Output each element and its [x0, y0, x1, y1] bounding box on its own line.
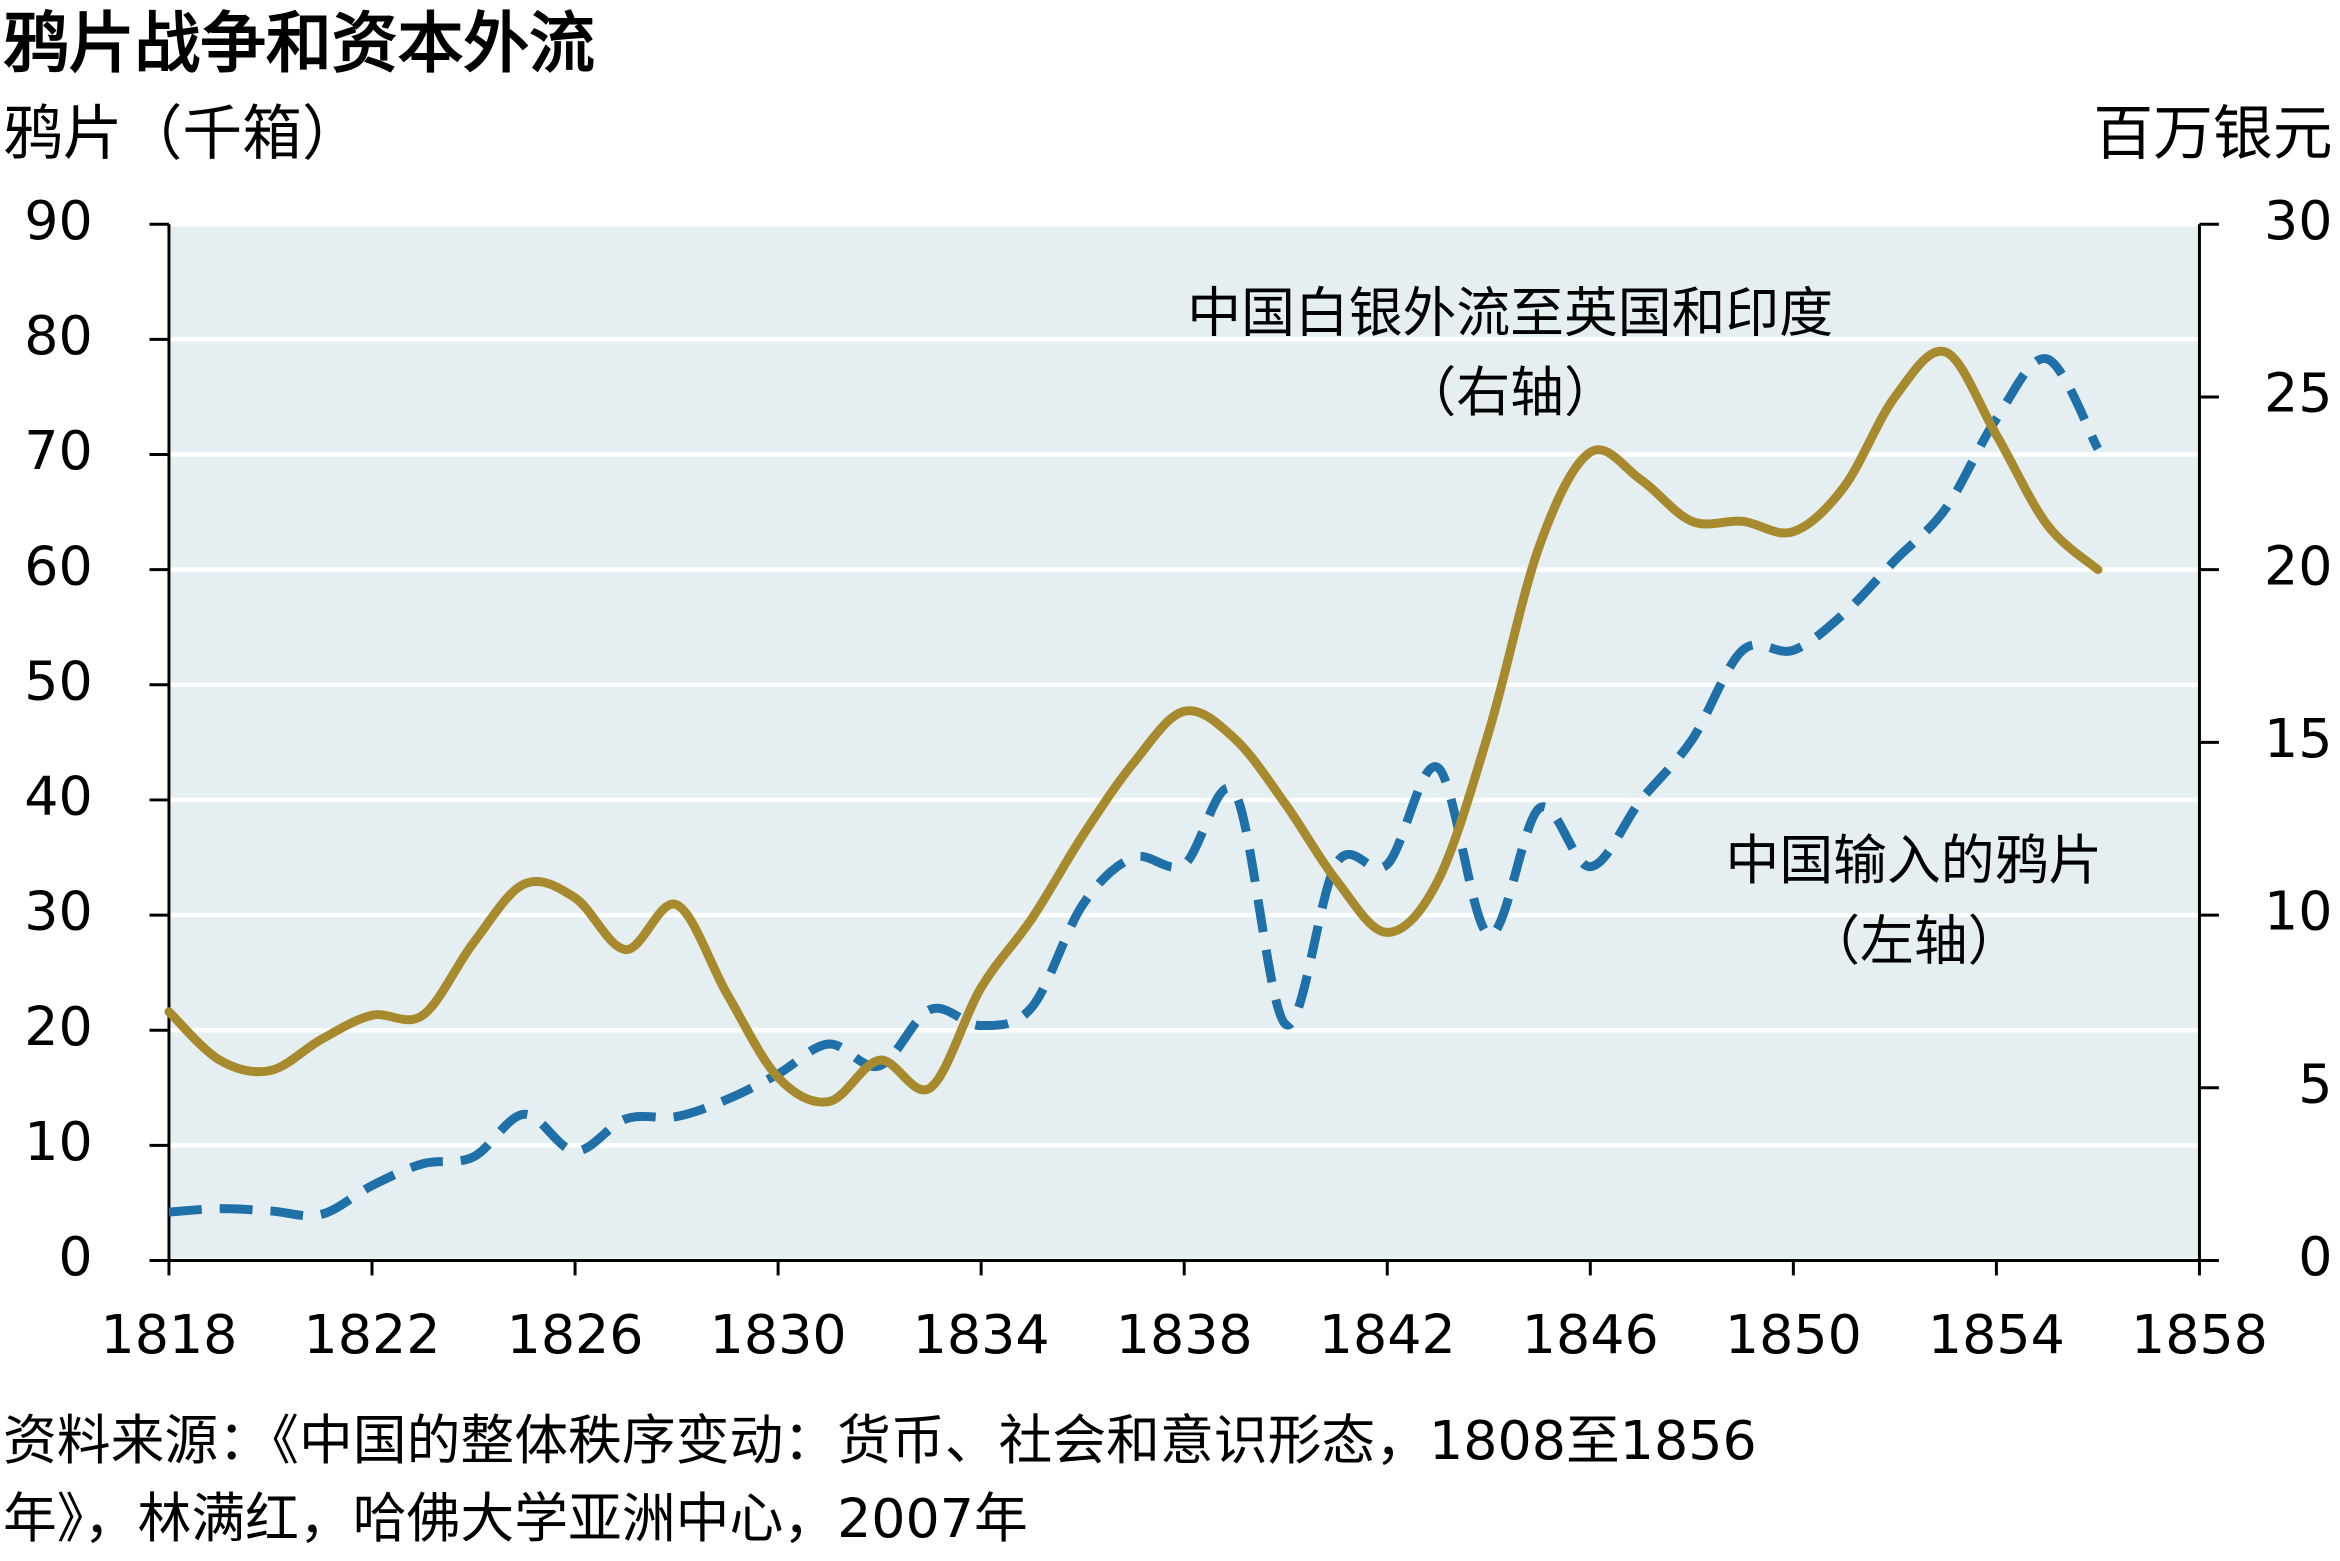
- y2-tick-label: 10: [2264, 880, 2332, 943]
- y-tick-label: 40: [24, 765, 92, 828]
- y-tick-label: 70: [24, 419, 92, 482]
- x-tick-label: 1842: [1319, 1303, 1456, 1366]
- y2-axis-label: 百万银元: [2093, 99, 2332, 169]
- y-tick-label: 90: [24, 189, 92, 252]
- x-tick-label: 1834: [913, 1303, 1050, 1366]
- x-tick-label: 1846: [1522, 1303, 1659, 1366]
- source-line: 资料来源：《中国的整体秩序变动：货币、社会和意识形态，1808至1856: [3, 1409, 1757, 1472]
- plot-area: [168, 224, 2200, 1261]
- y2-tick-label: 5: [2298, 1052, 2332, 1115]
- x-tick-label: 1838: [1116, 1303, 1253, 1366]
- y-tick-label: 10: [24, 1110, 92, 1173]
- source-line: 年》，林满红，哈佛大学亚洲中心，2007年: [3, 1487, 1028, 1550]
- y2-tick-label: 20: [2264, 534, 2332, 597]
- x-tick-label: 1818: [100, 1303, 237, 1366]
- series-label: 中国白银外流至英国和印度: [1187, 282, 1833, 345]
- y2-tick-label: 25: [2264, 362, 2332, 425]
- x-tick-label: 1854: [1928, 1303, 2065, 1366]
- y-tick-label: 80: [24, 304, 92, 367]
- y-tick-label: 30: [24, 880, 92, 943]
- y-tick-label: 60: [24, 534, 92, 597]
- annotation: （右轴）: [1403, 361, 1618, 424]
- x-tick-label: 1850: [1725, 1303, 1862, 1366]
- y-tick-label: 20: [24, 995, 92, 1058]
- x-tick-label: 1822: [304, 1303, 441, 1366]
- y2-tick-label: 15: [2264, 707, 2332, 770]
- x-tick-label: 1858: [2131, 1303, 2268, 1366]
- x-tick-label: 1826: [507, 1303, 644, 1366]
- y2-tick-label: 30: [2264, 189, 2332, 252]
- series-line: [168, 354, 2102, 1221]
- y-tick-label: 50: [24, 649, 92, 712]
- x-tick-label: 1830: [710, 1303, 847, 1366]
- y2-tick-label: 0: [2298, 1225, 2332, 1288]
- y-axis-label: 鸦片（千箱）: [3, 99, 362, 169]
- chart-title: 鸦片战争和资本外流: [3, 5, 595, 82]
- annotation: （左轴）: [1806, 910, 2021, 973]
- y-tick-label: 0: [58, 1225, 92, 1288]
- series-line: [164, 346, 2103, 1107]
- series-label: 中国输入的鸦片: [1726, 829, 2103, 892]
